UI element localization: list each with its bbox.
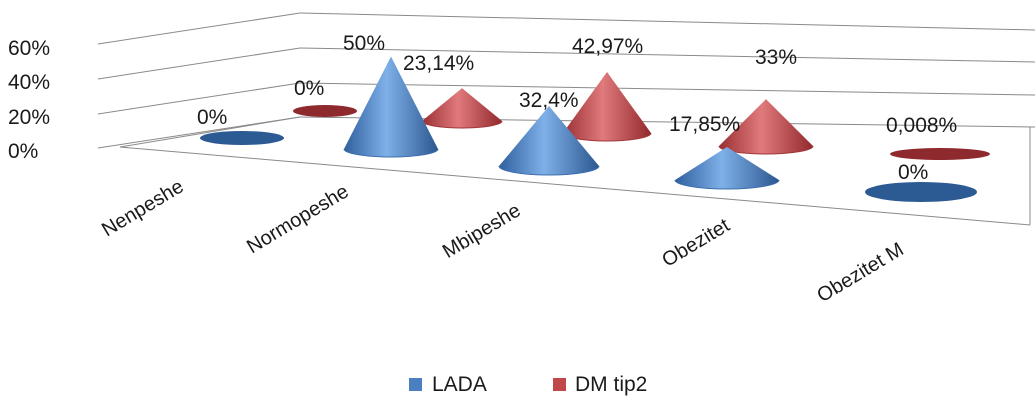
x-tick-label: Obezitet <box>658 214 734 271</box>
legend-label-lada: LADA <box>432 373 487 396</box>
data-label: 17,85% <box>669 113 740 136</box>
x-axis-ticks: Nenpeshe Normopeshe Mbipeshe Obezitet Obezit… <box>98 175 907 307</box>
y-tick-label: 60% <box>8 37 50 60</box>
data-label: 32,4% <box>519 89 579 112</box>
legend-swatch-lada <box>409 378 422 391</box>
y-tick-label: 20% <box>8 106 50 129</box>
legend: LADA DM tip2 <box>409 373 647 396</box>
data-label: 0% <box>197 106 227 129</box>
data-label: 33% <box>755 46 797 69</box>
data-label: 23,14% <box>403 52 474 75</box>
gridlines <box>97 12 1035 149</box>
cone-lada-nenpeshe <box>200 131 284 145</box>
x-tick-label: Nenpeshe <box>98 175 187 241</box>
cone-dm-tip2-normopeshe <box>421 88 503 129</box>
y-axis-ticks: 0% 20% 40% 60% <box>8 37 50 163</box>
data-labels: 0% 50% 32,4% 17,85% 0% 0% 23,14% 42,97% 33% 0,008… <box>197 32 957 184</box>
data-label: 42,97% <box>572 35 643 58</box>
legend-label-dm-tip2: DM tip2 <box>575 373 647 396</box>
data-marks <box>200 56 990 202</box>
cone-dm-tip2-nenpeshe <box>293 105 357 117</box>
cone-lada-obezitet <box>674 146 780 190</box>
y-tick-label: 0% <box>8 140 38 163</box>
chart-floor <box>119 116 1031 226</box>
data-label: 0% <box>898 161 928 184</box>
cone-lada-normopeshe <box>343 56 439 158</box>
data-label: 0% <box>294 77 324 100</box>
cone-lada-obezitet-m <box>865 182 977 202</box>
data-label: 0,008% <box>886 114 957 137</box>
cone-lada-mbipeshe <box>498 106 600 176</box>
y-tick-label: 40% <box>8 71 50 94</box>
cone-dm-tip2-obezitet-m <box>890 148 990 160</box>
legend-swatch-dm-tip2 <box>553 378 566 391</box>
x-tick-label: Normopeshe <box>243 180 352 258</box>
x-tick-label: Mbipeshe <box>439 199 525 263</box>
x-tick-label: Obezitet M <box>813 238 907 307</box>
data-label: 50% <box>343 32 385 55</box>
